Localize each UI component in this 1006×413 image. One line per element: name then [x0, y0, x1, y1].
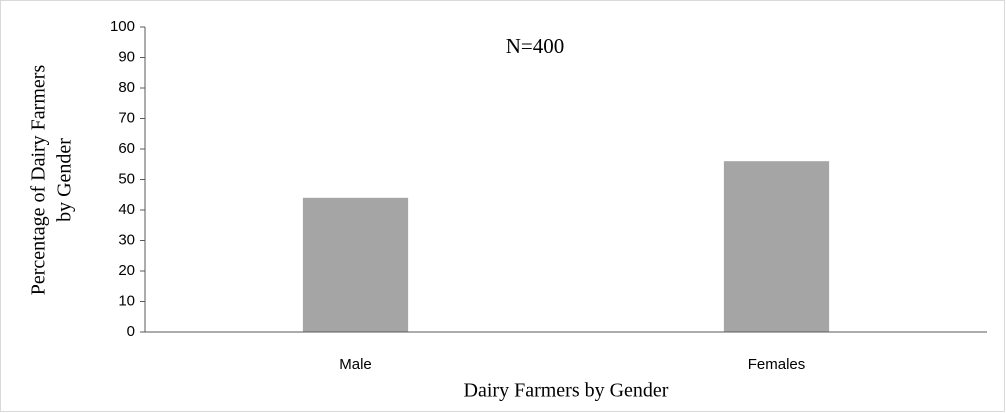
y-tick-label: 0 — [127, 323, 135, 340]
y-tick-label: 80 — [118, 79, 135, 96]
y-tick-label: 20 — [118, 262, 135, 279]
bar — [302, 197, 409, 332]
y-axis-label: Percentage of Dairy Farmers — [28, 65, 50, 296]
y-tick-label: 50 — [118, 170, 135, 187]
y-axis-label: by Gender — [54, 138, 76, 222]
y-tick-label: 10 — [118, 292, 135, 309]
y-tick-label: 100 — [110, 18, 135, 35]
y-tick-label: 70 — [118, 109, 135, 126]
annotation: N=400 — [506, 34, 565, 58]
y-tick-label: 40 — [118, 201, 135, 218]
y-tick-label: 30 — [118, 231, 135, 248]
y-tick-label: 90 — [118, 48, 135, 65]
y-tick-label: 60 — [118, 140, 135, 157]
bar — [723, 161, 830, 332]
x-tick-label: Females — [748, 356, 806, 373]
x-axis-label: Dairy Farmers by Gender — [464, 380, 669, 402]
x-tick-label: Male — [339, 356, 372, 373]
